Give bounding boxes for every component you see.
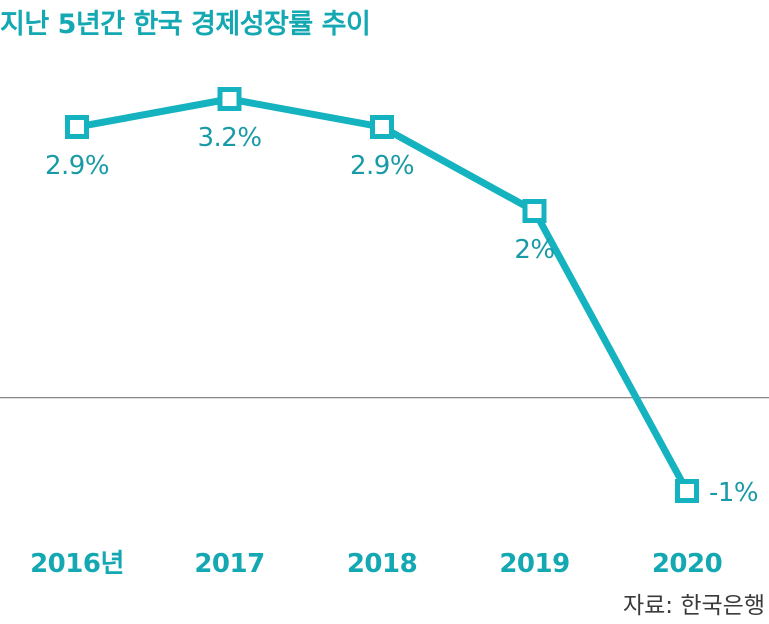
- x-axis-tick-label: 2018: [347, 549, 417, 579]
- chart-title: 지난 5년간 한국 경제성장률 추이: [0, 9, 371, 40]
- x-axis-tick-label: 2017: [194, 549, 264, 579]
- source-note: 자료: 한국은행: [622, 593, 765, 619]
- data-value-label: 3.2%: [197, 123, 261, 153]
- data-point-marker: [217, 87, 242, 111]
- data-point-marker: [675, 479, 699, 503]
- data-value-label: 2.9%: [45, 151, 109, 181]
- marker-layer: [65, 87, 699, 503]
- x-axis-labels: 2016년 2017 2018 2019 2020: [30, 549, 723, 579]
- data-point-marker: [65, 115, 89, 139]
- data-point-marker: [370, 115, 394, 139]
- x-axis-tick-label: 2020: [652, 549, 722, 579]
- data-value-label: 2.9%: [350, 151, 414, 181]
- value-label-layer: 2.9% 3.2% 2.9% 2% -1%: [45, 123, 759, 508]
- x-axis-tick-label: 2019: [499, 549, 569, 579]
- data-point-marker: [522, 199, 547, 223]
- x-axis-tick-label: 2016년: [30, 549, 124, 579]
- data-value-label: -1%: [709, 478, 758, 508]
- data-value-label: 2%: [514, 235, 554, 265]
